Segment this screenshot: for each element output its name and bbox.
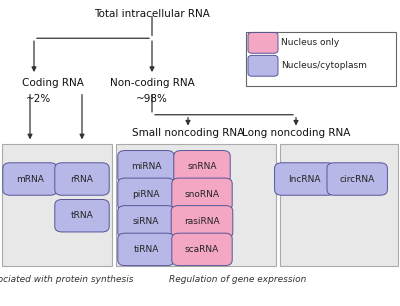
FancyBboxPatch shape — [2, 144, 112, 266]
Text: scaRNA: scaRNA — [185, 245, 219, 254]
Text: rasiRNA: rasiRNA — [184, 217, 220, 226]
FancyBboxPatch shape — [118, 178, 174, 211]
FancyBboxPatch shape — [55, 200, 109, 232]
Text: tRNA: tRNA — [71, 211, 93, 220]
Text: miRNA: miRNA — [131, 162, 161, 171]
FancyBboxPatch shape — [118, 151, 174, 183]
Text: mRNA: mRNA — [16, 174, 44, 184]
FancyBboxPatch shape — [327, 163, 388, 195]
Text: Nucleus only: Nucleus only — [281, 38, 340, 47]
Text: Coding RNA: Coding RNA — [22, 78, 84, 88]
Text: snoRNA: snoRNA — [184, 190, 220, 199]
Text: Total intracellular RNA: Total intracellular RNA — [94, 9, 210, 19]
FancyBboxPatch shape — [171, 206, 233, 238]
Text: siRNA: siRNA — [133, 217, 159, 226]
FancyBboxPatch shape — [118, 233, 174, 266]
FancyBboxPatch shape — [248, 32, 278, 53]
Text: circRNA: circRNA — [340, 174, 375, 184]
FancyBboxPatch shape — [172, 178, 232, 211]
FancyBboxPatch shape — [275, 163, 335, 195]
FancyBboxPatch shape — [280, 144, 398, 266]
Text: piRNA: piRNA — [132, 190, 160, 199]
Text: Associated with protein synthesis: Associated with protein synthesis — [0, 275, 134, 285]
FancyBboxPatch shape — [172, 233, 232, 266]
FancyBboxPatch shape — [248, 55, 278, 76]
Text: ~98%: ~98% — [136, 95, 168, 104]
FancyBboxPatch shape — [174, 151, 230, 183]
Text: Non-coding RNA: Non-coding RNA — [110, 78, 194, 88]
Text: snRNA: snRNA — [187, 162, 217, 171]
Text: rRNA: rRNA — [70, 174, 94, 184]
Text: Small noncoding RNA: Small noncoding RNA — [132, 128, 244, 138]
FancyBboxPatch shape — [3, 163, 57, 195]
Text: Nucleus/cytoplasm: Nucleus/cytoplasm — [281, 61, 367, 70]
Text: Regulation of gene expression: Regulation of gene expression — [169, 275, 307, 285]
FancyBboxPatch shape — [118, 206, 174, 238]
FancyBboxPatch shape — [55, 163, 109, 195]
Text: Long noncoding RNA: Long noncoding RNA — [242, 128, 350, 138]
Text: lncRNA: lncRNA — [288, 174, 321, 184]
Text: tiRNA: tiRNA — [133, 245, 159, 254]
Text: ~2%: ~2% — [26, 95, 51, 104]
FancyBboxPatch shape — [246, 32, 396, 86]
FancyBboxPatch shape — [116, 144, 276, 266]
